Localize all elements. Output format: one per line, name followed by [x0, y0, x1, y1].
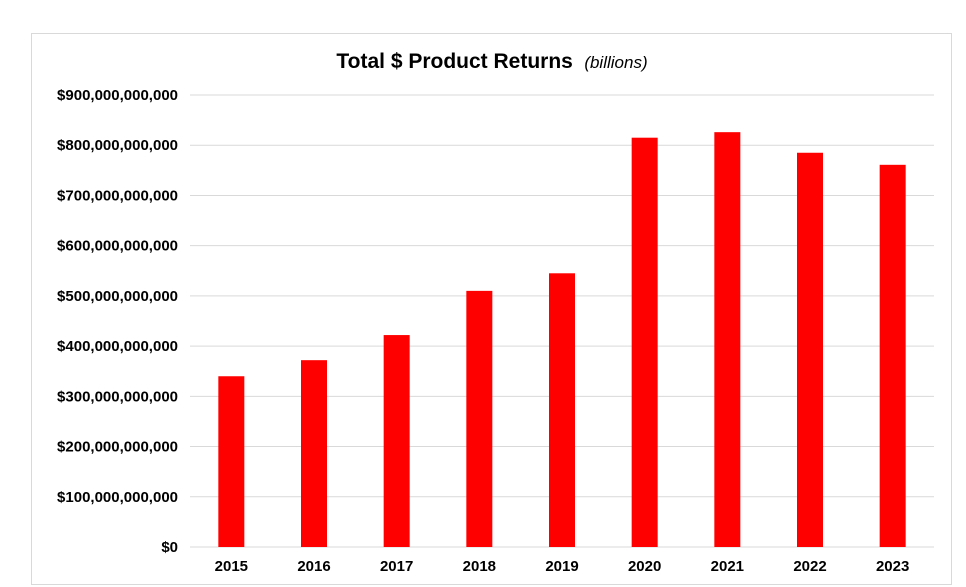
- y-tick-label: $700,000,000,000: [57, 187, 178, 204]
- bar-2018: [466, 290, 493, 547]
- bar-2020: [631, 137, 658, 547]
- y-tick-label: $400,000,000,000: [57, 338, 178, 355]
- bar-2019: [549, 273, 575, 547]
- y-tick-label: $300,000,000,000: [57, 388, 178, 405]
- y-tick-label: $600,000,000,000: [57, 238, 178, 255]
- chart-title-subtitle: (billions): [584, 53, 647, 72]
- y-tick-label: $100,000,000,000: [57, 489, 178, 506]
- x-tick-label: 2017: [380, 558, 413, 575]
- x-tick-label: 2023: [876, 558, 909, 575]
- x-tick-label: 2015: [215, 558, 248, 575]
- bar-2016: [301, 360, 327, 547]
- x-tick-label: 2022: [793, 558, 826, 575]
- y-axis-tick-labels: $0 $100,000,000,000 $200,000,000,000 $300,0…: [57, 87, 178, 556]
- x-tick-label: 2016: [297, 558, 330, 575]
- y-tick-label: $200,000,000,000: [57, 439, 178, 456]
- x-tick-label: 2020: [628, 558, 661, 575]
- x-tick-label: 2021: [711, 558, 744, 575]
- y-tick-label: $500,000,000,000: [57, 288, 178, 305]
- bar-2021: [714, 132, 741, 548]
- y-tick-label: $900,000,000,000: [57, 87, 178, 104]
- x-tick-label: 2018: [463, 558, 496, 575]
- bar-2023: [879, 164, 906, 547]
- y-tick-label: $0: [161, 539, 178, 556]
- chart-title-main: Total $ Product Returns: [336, 50, 572, 73]
- bar-2022: [797, 152, 823, 547]
- chart-title: Total $ Product Returns (billions): [336, 50, 647, 73]
- bars: [218, 132, 906, 548]
- x-axis-tick-labels: 2015 2016 2017 2018 2019 2020 2021 2022 2023: [215, 558, 910, 575]
- bar-2015: [218, 376, 245, 547]
- x-tick-label: 2019: [545, 558, 578, 575]
- bar-2017: [383, 335, 410, 547]
- y-tick-label: $800,000,000,000: [57, 137, 178, 154]
